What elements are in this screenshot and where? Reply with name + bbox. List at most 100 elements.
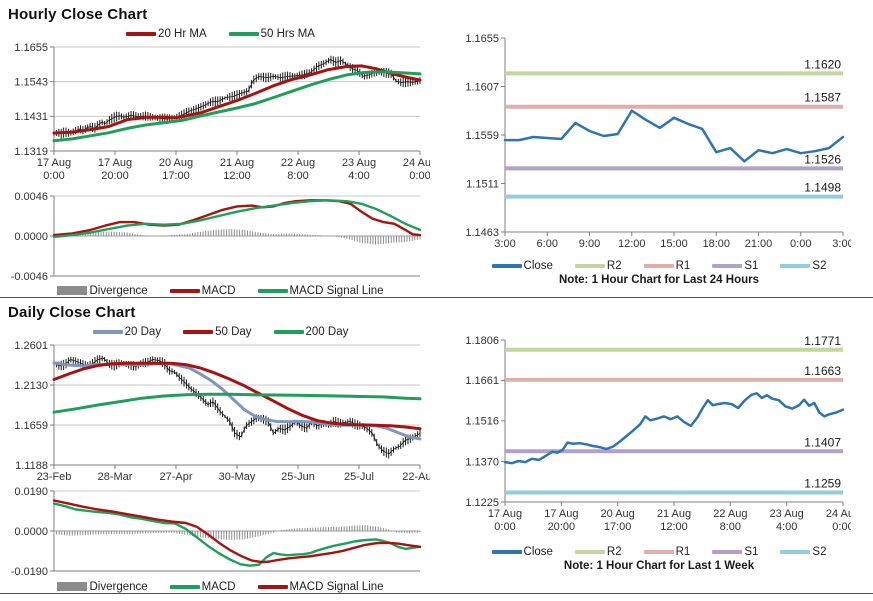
legend-swatch-line xyxy=(169,584,200,589)
legend-label: 50 Hrs MA xyxy=(260,27,315,40)
svg-text:17:00: 17:00 xyxy=(162,170,190,182)
svg-text:21 Aug: 21 Aug xyxy=(657,508,691,520)
svg-text:28-Mar: 28-Mar xyxy=(98,471,133,483)
svg-text:1.1806: 1.1806 xyxy=(465,335,499,347)
hourly-pivot-legend: Close R2 R1 S1 S2 xyxy=(447,258,871,273)
legend-label: S1 xyxy=(744,545,759,558)
legend-item-s1: S1 xyxy=(712,260,758,272)
legend-item-20-hr-ma: 20 Hr MA xyxy=(126,28,207,40)
svg-text:1.1659: 1.1659 xyxy=(14,420,48,432)
daily-macd-chart: 0.0190 0.0000 -0.0190 xyxy=(11,486,422,578)
svg-text:25-Jun: 25-Jun xyxy=(281,471,315,483)
legend-label: S2 xyxy=(812,545,827,558)
svg-text:1.1559: 1.1559 xyxy=(465,130,499,142)
svg-text:23 Aug: 23 Aug xyxy=(342,157,376,169)
svg-text:1.1407: 1.1407 xyxy=(804,435,841,449)
legend-item-divergence: Divergence xyxy=(57,580,148,593)
daily-macd-legend: Divergence MACD MACD Signal Line xyxy=(6,579,435,594)
legend-label: R2 xyxy=(606,259,622,272)
hourly-pivot-panel: 1.1655 1.1607 1.1559 1.1511 1.1463 1.1620 1.15… xyxy=(437,0,873,297)
svg-text:1.1587: 1.1587 xyxy=(804,91,841,105)
svg-text:15:00: 15:00 xyxy=(660,238,688,250)
svg-text:1.1526: 1.1526 xyxy=(804,152,841,166)
legend-item-50-day: 50 Day xyxy=(183,325,252,338)
legend-label: S1 xyxy=(744,259,759,272)
daily-close-panel: Daily Close Chart 20 Day 50 Day 200 Day 1.… xyxy=(0,298,437,593)
svg-text:1.1663: 1.1663 xyxy=(804,364,841,378)
svg-text:0:00: 0:00 xyxy=(409,170,430,182)
legend-label: Close xyxy=(523,259,553,272)
hourly-macd-chart: 0.0046 0.0000 -0.0046 xyxy=(11,191,422,283)
legend-item-r2: R2 xyxy=(574,259,622,272)
legend-swatch-line xyxy=(574,263,605,268)
svg-text:17 Aug: 17 Aug xyxy=(98,157,132,169)
legend-swatch-line xyxy=(257,584,288,589)
svg-text:0.0190: 0.0190 xyxy=(14,486,48,498)
svg-text:21 Aug: 21 Aug xyxy=(220,157,254,169)
svg-text:1.1511: 1.1511 xyxy=(466,178,499,190)
svg-text:22 Aug: 22 Aug xyxy=(713,508,747,520)
svg-text:0.0000: 0.0000 xyxy=(14,526,48,538)
legend-item-s2: S2 xyxy=(780,546,826,558)
svg-text:24 Aug: 24 Aug xyxy=(403,157,430,169)
legend-item-macd: MACD xyxy=(169,285,236,297)
svg-text:6:00: 6:00 xyxy=(537,238,558,250)
svg-text:3:00: 3:00 xyxy=(832,238,851,250)
svg-text:1.1225: 1.1225 xyxy=(465,497,499,509)
svg-text:0:00: 0:00 xyxy=(790,238,811,250)
legend-label: MACD Signal Line xyxy=(289,284,384,297)
svg-text:3:00: 3:00 xyxy=(494,238,515,250)
legend-swatch-line xyxy=(273,329,304,334)
svg-text:0:00: 0:00 xyxy=(832,521,851,533)
svg-text:-0.0190: -0.0190 xyxy=(11,566,48,578)
legend-label: Divergence xyxy=(89,580,148,593)
svg-text:17 Aug: 17 Aug xyxy=(37,157,71,169)
legend-swatch-line xyxy=(780,263,811,268)
legend-item-macd: MACD xyxy=(169,581,236,593)
svg-text:9:00: 9:00 xyxy=(579,238,600,250)
weekly-pivot-chart: 1.1806 1.1661 1.1516 1.1370 1.1225 1.1771 1.16… xyxy=(465,334,851,533)
svg-text:8:00: 8:00 xyxy=(287,170,308,182)
svg-text:18:00: 18:00 xyxy=(702,238,730,250)
svg-text:4:00: 4:00 xyxy=(348,170,369,182)
svg-text:4:00: 4:00 xyxy=(776,521,797,533)
legend-label: 20 Hr MA xyxy=(158,27,207,40)
legend-label: MACD Signal Line xyxy=(289,580,384,593)
svg-text:12:00: 12:00 xyxy=(660,521,688,533)
legend-item-r1: R1 xyxy=(643,546,690,558)
svg-text:23 Aug: 23 Aug xyxy=(770,508,804,520)
legend-item-close: Close xyxy=(491,259,553,272)
svg-text:0:00: 0:00 xyxy=(43,170,64,182)
svg-text:1.1431: 1.1431 xyxy=(14,111,48,123)
legend-item-r1: R1 xyxy=(643,260,690,272)
svg-text:17 Aug: 17 Aug xyxy=(488,508,522,520)
svg-text:1.1620: 1.1620 xyxy=(804,57,841,71)
legend-label: 50 Day xyxy=(215,325,252,338)
svg-text:1.1516: 1.1516 xyxy=(465,416,499,428)
svg-text:1.1655: 1.1655 xyxy=(465,33,499,45)
legend-swatch-box xyxy=(57,286,88,295)
legend-label: R2 xyxy=(606,545,622,558)
legend-swatch-line xyxy=(228,31,259,36)
svg-text:8:00: 8:00 xyxy=(720,521,741,533)
svg-text:1.2130: 1.2130 xyxy=(14,380,48,392)
svg-text:20 Aug: 20 Aug xyxy=(159,157,193,169)
svg-text:12:00: 12:00 xyxy=(223,170,251,182)
legend-swatch-line xyxy=(712,549,743,554)
svg-text:0.0000: 0.0000 xyxy=(14,231,48,243)
svg-text:1.1655: 1.1655 xyxy=(14,42,48,54)
hourly-pivot-chart: 1.1655 1.1607 1.1559 1.1511 1.1463 1.1620 1.15… xyxy=(465,33,851,250)
svg-text:22-Aug: 22-Aug xyxy=(402,471,430,483)
legend-item-divergence: Divergence xyxy=(57,285,148,297)
legend-swatch-line xyxy=(780,549,811,554)
legend-swatch-line xyxy=(574,549,605,554)
legend-item-50-hrs-ma: 50 Hrs MA xyxy=(228,27,315,40)
hourly-pivot-note: Note: 1 Hour Chart for Last 24 Hours xyxy=(559,274,759,286)
legend-label: 20 Day xyxy=(124,325,162,338)
section-divider xyxy=(0,297,873,298)
svg-text:12:00: 12:00 xyxy=(618,238,646,250)
svg-text:-0.0046: -0.0046 xyxy=(11,271,48,283)
legend-swatch-line xyxy=(643,549,674,554)
